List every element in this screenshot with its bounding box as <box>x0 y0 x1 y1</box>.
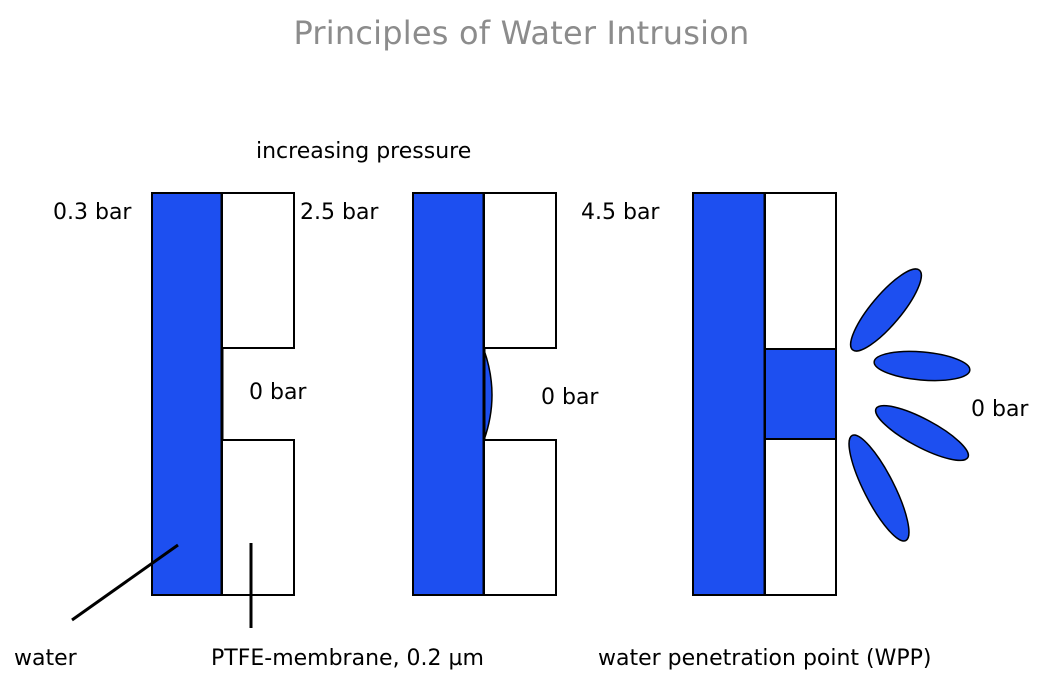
water-column-1 <box>151 192 223 596</box>
water-column-2 <box>412 192 485 596</box>
stage-2-outlet-label: 0 bar <box>541 385 599 410</box>
water-spray-drop-1 <box>849 268 923 352</box>
stage-1-pressure-label: 0.3 bar <box>53 200 132 225</box>
increasing-pressure-label: increasing pressure <box>256 139 472 164</box>
stage-3-pressure-label: 4.5 bar <box>581 200 660 225</box>
membrane-block-bottom-1 <box>221 439 295 596</box>
stage-1-outlet-label: 0 bar <box>249 380 307 405</box>
membrane-block-bottom-2 <box>483 439 557 596</box>
stage-3-outlet-label: 0 bar <box>971 397 1029 422</box>
membrane-block-bottom-3 <box>764 438 837 596</box>
water-callout-line <box>71 543 179 622</box>
stage-2 <box>412 192 557 596</box>
water-spray-drop-3 <box>874 404 970 462</box>
stage-1 <box>151 192 295 596</box>
water-callout-label: water <box>14 646 77 671</box>
stage-3 <box>692 192 971 596</box>
wpp-callout-label: water penetration point (WPP) <box>598 646 932 671</box>
water-gap-filled-3 <box>764 348 837 440</box>
membrane-block-top-1 <box>221 192 295 349</box>
page-title: Principles of Water Intrusion <box>293 14 750 52</box>
stage-2-pressure-label: 2.5 bar <box>300 200 379 225</box>
membrane-callout-label: PTFE-membrane, 0.2 µm <box>211 646 484 671</box>
membrane-block-top-2 <box>483 192 557 349</box>
water-column-3 <box>692 192 766 596</box>
water-spray-drop-4 <box>848 434 910 542</box>
membrane-block-top-3 <box>764 192 837 350</box>
water-spray-drop-2 <box>873 350 971 382</box>
